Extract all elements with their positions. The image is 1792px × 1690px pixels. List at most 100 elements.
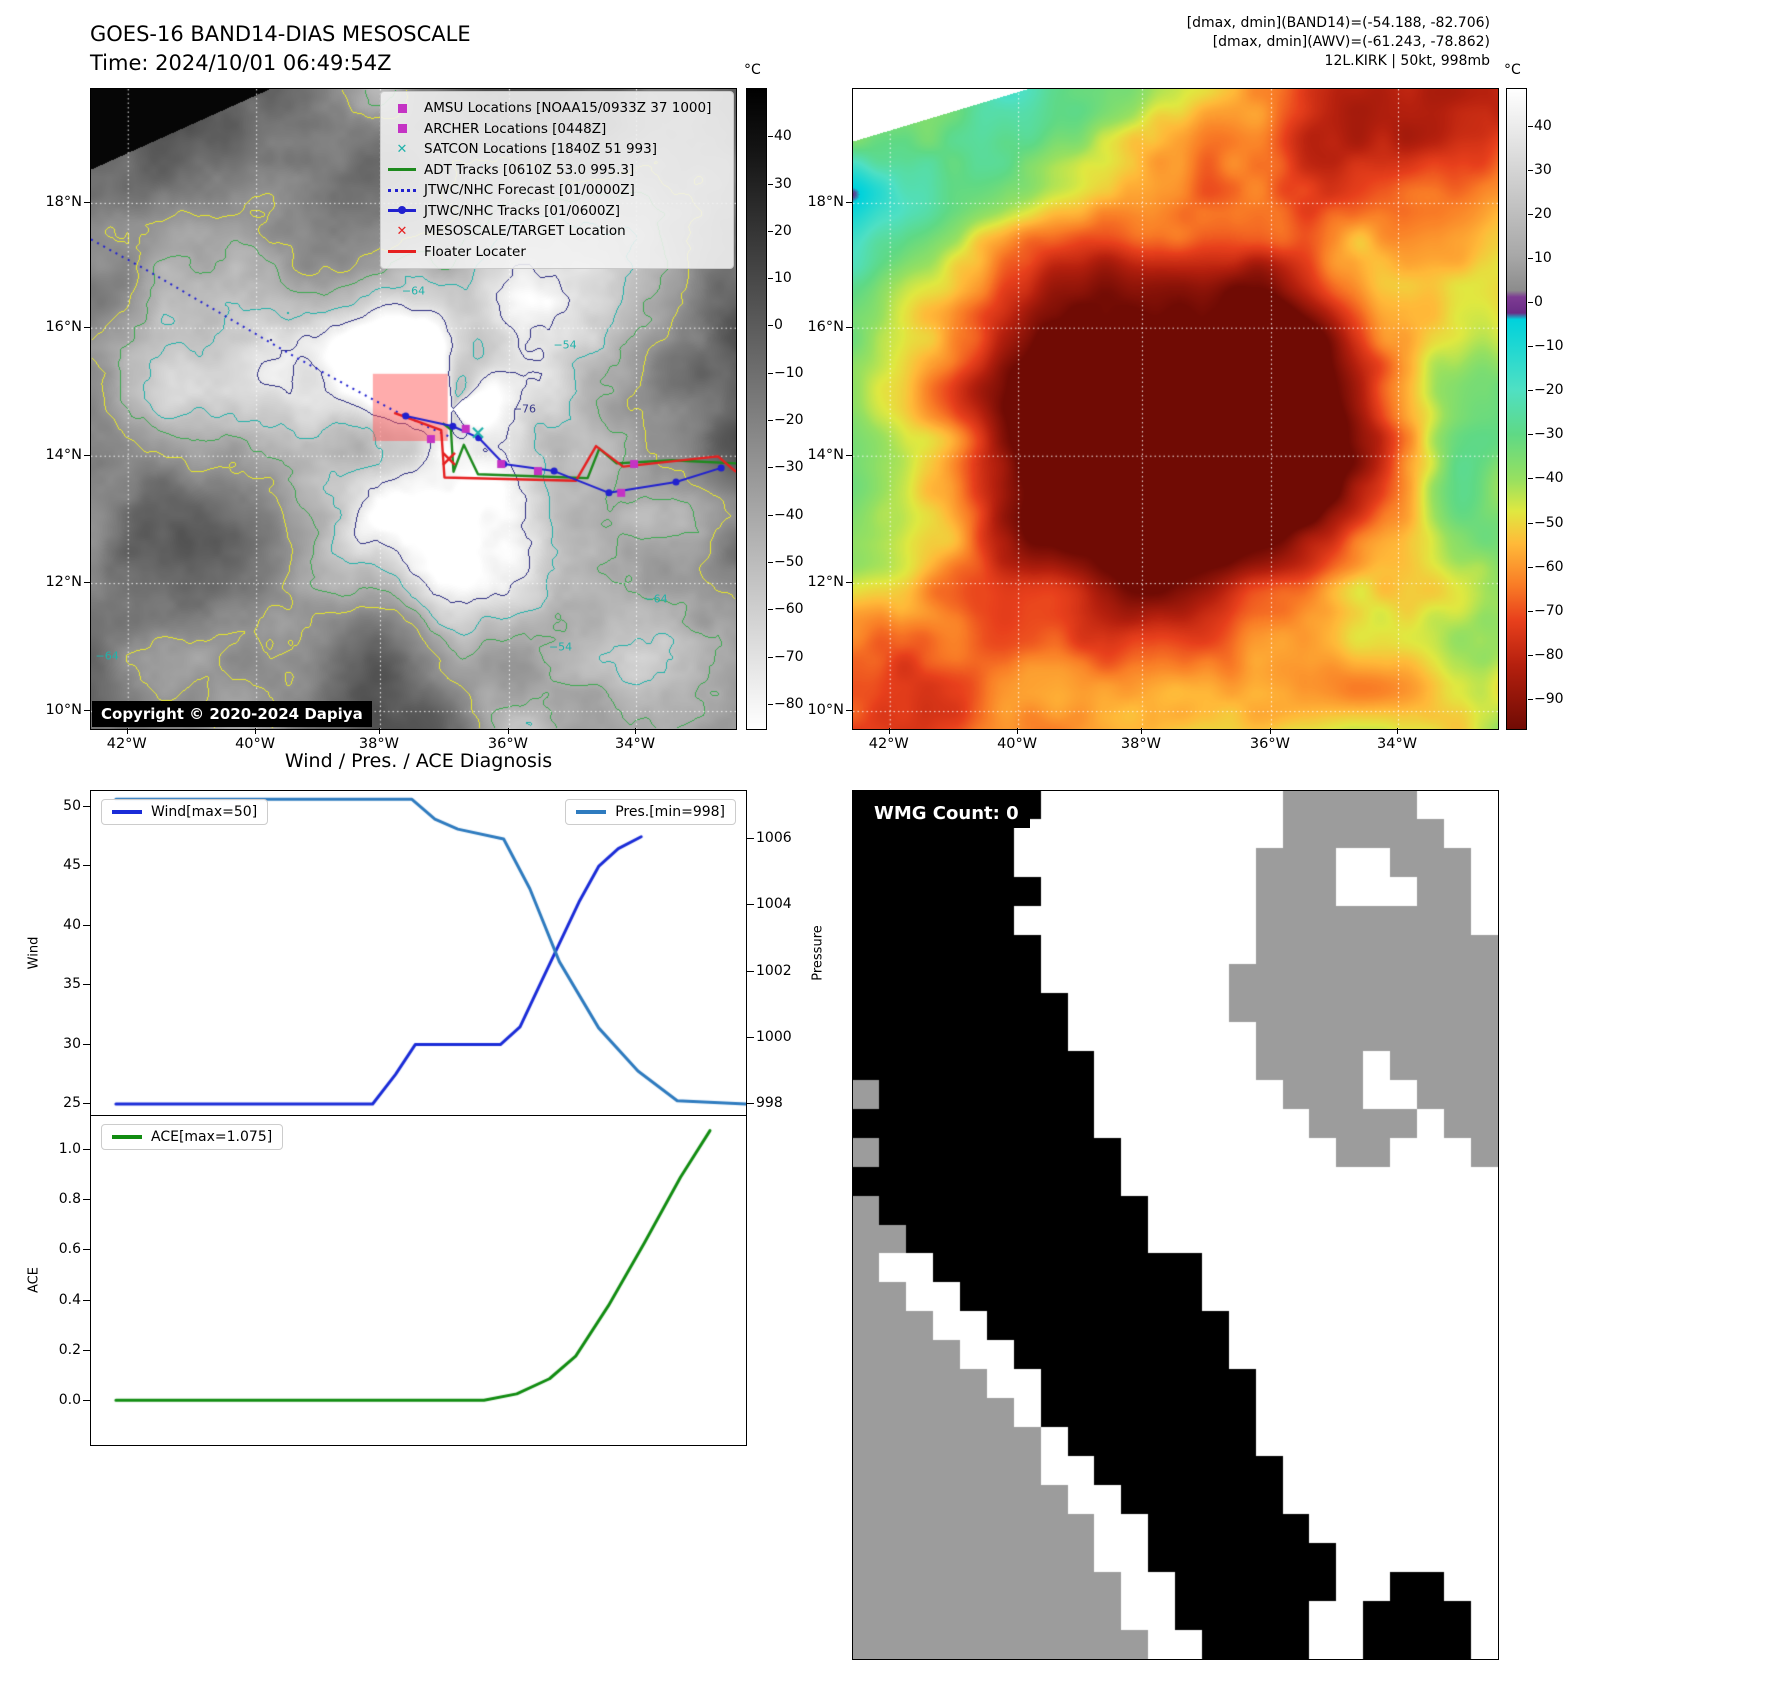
colorbar-tick-mark xyxy=(768,230,773,232)
lon-tick-label: 40°W xyxy=(235,736,276,752)
target-x-icon: ✕ xyxy=(396,223,408,239)
lat-tick-mark xyxy=(84,582,90,584)
y-tick-mark xyxy=(83,1400,90,1402)
colorbar-tick-mark xyxy=(768,562,773,564)
colorbar-tick-label: −70 xyxy=(774,648,804,665)
lat-tick-label: 18°N xyxy=(45,193,82,210)
legend-item: AMSU Locations [NOAA15/0933Z 37 1000] xyxy=(387,98,727,119)
y-tick-mark xyxy=(83,924,90,926)
y-tick-label: 25 xyxy=(63,1095,81,1111)
colorbar-tick-label: −90 xyxy=(1534,691,1564,708)
copyright-label: Copyright © 2020-2024 Dapiya xyxy=(92,701,372,727)
legend-item-label: ADT Tracks [0610Z 53.0 995.3] xyxy=(424,161,635,178)
colorbar-tick-label: −50 xyxy=(774,554,804,571)
lat-tick-label: 10°N xyxy=(45,702,82,719)
y2-tick-mark xyxy=(747,904,754,906)
colorbar-tick-mark xyxy=(1528,302,1533,303)
colorbar-tick-label: −10 xyxy=(774,364,804,381)
wind-axis-label: Wind xyxy=(26,936,42,970)
ace-legend: ACE[max=1.075] xyxy=(101,1124,284,1150)
colorbar-tick-mark xyxy=(768,703,773,705)
lon-tick-label: 40°W xyxy=(997,736,1038,752)
awv-colorbar xyxy=(1506,88,1527,730)
colorbar-tick-label: 10 xyxy=(1534,249,1552,266)
legend-item: JTWC/NHC Tracks [01/0600Z] xyxy=(387,201,727,222)
y-tick-label: 45 xyxy=(63,857,81,874)
lon-tick-label: 36°W xyxy=(1249,736,1290,752)
ace-plot xyxy=(91,1116,746,1445)
figure-title: GOES-16 BAND14-DIAS MESOSCALE xyxy=(90,22,471,46)
colorbar-tick-label: 0 xyxy=(1534,294,1543,310)
archer-square-icon xyxy=(387,124,417,134)
colorbar-tick-mark xyxy=(1528,654,1533,656)
pressure-axis-label: Pressure xyxy=(810,925,826,981)
lon-tick-label: 36°W xyxy=(487,736,528,752)
legend-item-label: MESOSCALE/TARGET Location xyxy=(424,223,626,240)
colorbar-tick-label: −80 xyxy=(1534,646,1564,663)
awv-map-panel xyxy=(852,88,1499,730)
colorbar-tick-label: −30 xyxy=(1534,426,1564,443)
y2-tick-label: 1000 xyxy=(756,1028,792,1045)
y-tick-mark xyxy=(83,865,90,867)
lon-tick-mark xyxy=(1269,728,1271,734)
lat-tick-mark xyxy=(846,710,852,712)
wind-line-icon xyxy=(112,810,142,814)
figure-timestamp: Time: 2024/10/01 06:49:54Z xyxy=(90,51,392,75)
wmg-mask-image xyxy=(853,791,1498,1659)
lat-tick-label: 10°N xyxy=(807,702,844,719)
chart-title: Wind / Pres. / ACE Diagnosis xyxy=(284,750,553,772)
map-legend: AMSU Locations [NOAA15/0933Z 37 1000] ARC… xyxy=(380,91,734,269)
colorbar-tick-label: 30 xyxy=(774,175,792,192)
colorbar-tick-mark xyxy=(768,656,773,658)
y-tick-label: 40 xyxy=(63,916,81,933)
colorbar-tick-mark xyxy=(768,372,773,374)
figure-annotations: [dmax, dmin](BAND14)=(-54.188, -82.706) … xyxy=(1187,14,1490,71)
colorbar-tick-label: 20 xyxy=(1534,205,1552,222)
colorbar-tick-mark xyxy=(1528,478,1533,480)
ace-line-icon xyxy=(112,1135,142,1139)
lon-tick-label: 38°W xyxy=(358,736,399,752)
y2-tick-mark xyxy=(747,838,754,840)
pressure-line-icon xyxy=(576,810,607,814)
wmg-count-label: WMG Count: 0 xyxy=(863,799,1030,828)
y-tick-label: 0.6 xyxy=(58,1241,81,1258)
contour-value-label: −54 xyxy=(553,338,577,352)
contour-value-label: −64 xyxy=(401,284,426,298)
y-tick-mark xyxy=(83,1103,90,1104)
legend-item: ✕ SATCON Locations [1840Z 51 993] xyxy=(387,139,727,160)
band14-colorbar xyxy=(746,88,767,730)
y-tick-mark xyxy=(83,1043,90,1045)
satcon-x-icon: ✕ xyxy=(396,141,408,157)
contour-value-label: −64 xyxy=(644,592,668,606)
y-tick-mark xyxy=(83,1350,90,1352)
colorbar-tick-mark xyxy=(1528,213,1533,215)
colorbar-tick-label: −10 xyxy=(1534,338,1564,355)
wind-pressure-chart: Wind[max=50] Pres.[min=998] xyxy=(90,790,747,1117)
band14-map-panel: AMSU Locations [NOAA15/0933Z 37 1000] ARC… xyxy=(90,88,737,730)
legend-item-label: Floater Locater xyxy=(424,243,526,260)
y2-tick-mark xyxy=(747,1103,754,1105)
colorbar-tick-mark xyxy=(768,514,773,516)
lat-tick-label: 14°N xyxy=(45,446,82,463)
lon-tick-mark xyxy=(507,728,509,734)
lon-tick-mark xyxy=(1017,728,1019,734)
pressure-legend-label: Pres.[min=998] xyxy=(615,804,725,820)
colorbar-tick-mark xyxy=(768,467,773,469)
lat-tick-label: 12°N xyxy=(45,574,82,591)
colorbar-tick-label: −50 xyxy=(1534,514,1564,531)
colorbar-tick-label: 40 xyxy=(1534,117,1552,134)
lon-tick-mark xyxy=(126,728,128,734)
legend-item-label: SATCON Locations [1840Z 51 993] xyxy=(424,141,657,158)
legend-item-label: ARCHER Locations [0448Z] xyxy=(424,120,607,137)
lat-tick-mark xyxy=(846,326,852,328)
y-tick-label: 0.0 xyxy=(58,1392,81,1409)
dmax-dmin-band14: [dmax, dmin](BAND14)=(-54.188, -82.706) xyxy=(1186,15,1490,31)
wind-legend: Wind[max=50] xyxy=(101,799,269,825)
colorbar-tick-mark xyxy=(1528,346,1533,348)
tr-colorbar-unit: °C xyxy=(1504,62,1521,78)
wind-pressure-plot xyxy=(91,791,746,1116)
colorbar-tick-mark xyxy=(1528,390,1533,392)
contour-value-label: −54 xyxy=(548,640,573,654)
lon-tick-mark xyxy=(635,728,637,734)
y-tick-label: 0.8 xyxy=(58,1190,81,1207)
